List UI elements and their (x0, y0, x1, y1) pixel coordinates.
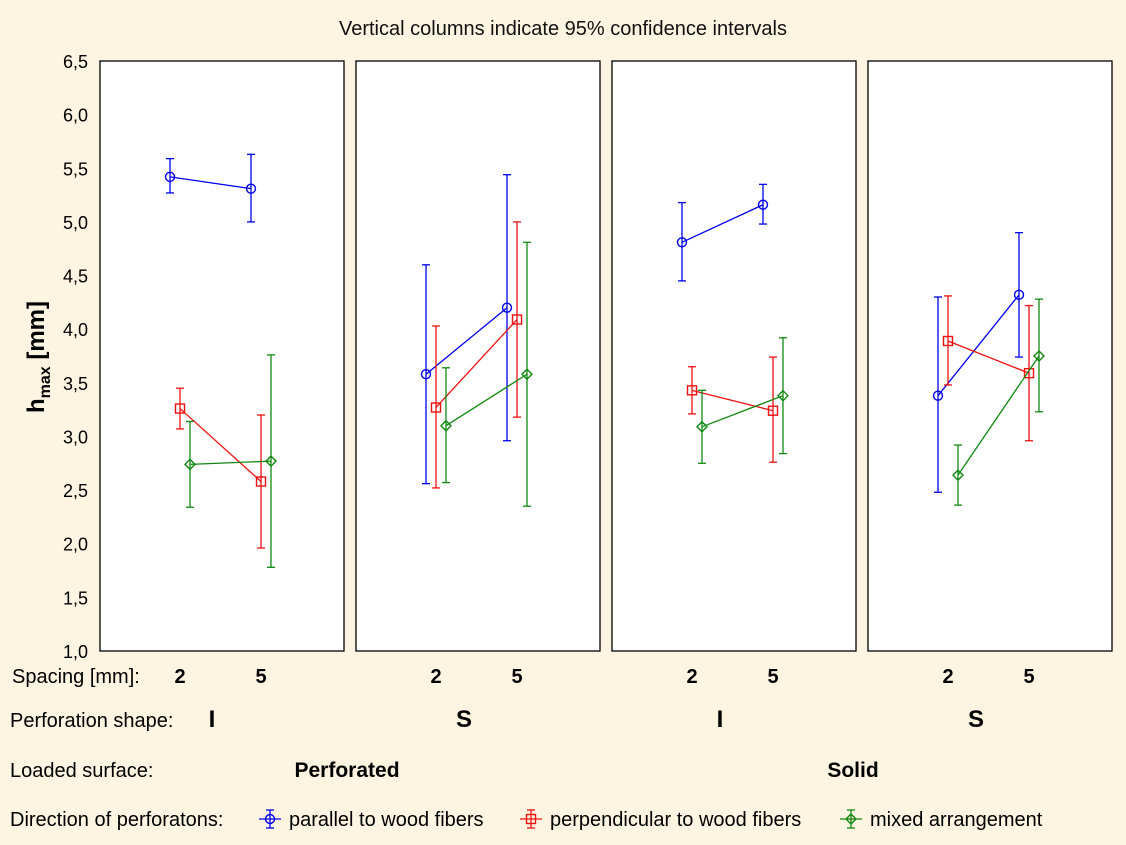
y-tick-labels: 1,0 1,5 2,0 2,5 3,0 3,5 4,0 4,5 5,0 5,5 6,0 6,5 (63, 52, 88, 662)
y-tick-label: 1,5 (63, 588, 88, 608)
y-tick-label: 6,5 (63, 52, 88, 72)
shape-label: I (209, 706, 216, 733)
panel-frame (99, 60, 345, 652)
surface-label: Perforated (294, 759, 399, 782)
series-line (957, 355, 1040, 476)
y-tick-label: 4,5 (63, 267, 88, 287)
data-point-marker (942, 335, 954, 347)
data-point-marker (184, 458, 196, 471)
panel-frame (611, 60, 857, 652)
data-point-marker (757, 199, 769, 210)
panel-background (100, 61, 344, 651)
y-tick-label: 3,0 (63, 427, 88, 447)
data-point-marker (777, 389, 789, 402)
x-tick-label: 5 (1023, 666, 1034, 688)
data-point-marker (264, 813, 276, 825)
y-tick-label: 1,0 (63, 642, 88, 662)
data-point-marker (265, 455, 277, 468)
data-point-marker (952, 469, 964, 482)
shape-row-label: Perforation shape: (10, 710, 173, 732)
panel-frames (99, 60, 1113, 652)
x-tick-label: 2 (174, 666, 185, 688)
y-tick-label: 2,0 (63, 535, 88, 555)
legend: parallel to wood fibers perpendicular to … (259, 809, 1043, 831)
series-marks (164, 153, 1045, 568)
y-tick-label: 5,5 (63, 159, 88, 179)
data-point-marker (164, 171, 176, 183)
series-line (169, 176, 252, 190)
data-point-marker (932, 390, 944, 401)
data-point-marker (255, 476, 267, 487)
y-tick-label: 3,5 (63, 374, 88, 394)
y-axis-label: hmax [mm] (23, 301, 54, 413)
data-point-marker (1033, 350, 1045, 362)
shape-label: S (456, 706, 472, 733)
series-line (691, 389, 774, 412)
data-point-marker (696, 420, 708, 433)
legend-label: mixed arrangement (870, 809, 1043, 831)
data-point-marker (521, 368, 533, 381)
y-axis-label-unit: [mm] (23, 301, 50, 366)
data-point-marker (245, 183, 257, 194)
series-line (701, 395, 784, 428)
y-tick-label: 4,0 (63, 320, 88, 340)
data-point-marker (525, 813, 537, 825)
y-axis-label-main: h (23, 398, 50, 413)
panel-background (612, 61, 856, 651)
x-tick-labels: 2 5 2 5 2 5 2 5 (174, 666, 1034, 688)
legend-label: perpendicular to wood fibers (550, 809, 801, 831)
spacing-row-label: Spacing [mm]: (12, 666, 140, 688)
panel-frame (867, 60, 1113, 652)
chart-title: Vertical columns indicate 95% confidence… (339, 18, 787, 40)
legend-label: parallel to wood fibers (289, 809, 484, 831)
shape-label: I (717, 706, 724, 733)
series-line (189, 460, 272, 465)
data-point-marker (440, 419, 452, 432)
panel-background (356, 61, 600, 651)
data-point-marker (1023, 367, 1035, 379)
y-axis-label-sub: max (37, 366, 54, 398)
data-point-marker (430, 402, 442, 413)
shape-label: S (968, 706, 984, 733)
surface-row-label: Loaded surface: (10, 760, 153, 782)
y-tick-label: 6,0 (63, 106, 88, 126)
direction-row-label: Direction of perforatons: (10, 809, 223, 831)
data-point-marker (1013, 289, 1025, 301)
x-tick-label: 5 (511, 666, 522, 688)
data-point-marker (676, 237, 688, 248)
x-tick-label: 5 (767, 666, 778, 688)
panel-background (868, 61, 1112, 651)
y-tick-label: 2,5 (63, 481, 88, 501)
series-line (425, 307, 508, 375)
series-line (947, 340, 1030, 374)
data-point-marker (686, 385, 698, 396)
surface-labels: Perforated Solid (294, 759, 878, 782)
series-line (445, 373, 528, 427)
series-line (179, 408, 262, 482)
data-point-marker (511, 314, 523, 325)
x-tick-label: 5 (255, 666, 266, 688)
data-point-marker (420, 369, 432, 380)
y-tick-label: 5,0 (63, 213, 88, 233)
x-tick-label: 2 (942, 666, 953, 688)
panel-frame (355, 60, 601, 652)
data-point-marker (174, 403, 186, 414)
data-point-marker (501, 302, 513, 313)
series-line (937, 294, 1020, 397)
surface-label: Solid (827, 759, 878, 782)
series-line (681, 204, 764, 243)
x-tick-label: 2 (686, 666, 697, 688)
data-point-marker (767, 405, 779, 416)
series-line (435, 319, 518, 408)
x-tick-label: 2 (430, 666, 441, 688)
data-point-marker (845, 813, 857, 825)
